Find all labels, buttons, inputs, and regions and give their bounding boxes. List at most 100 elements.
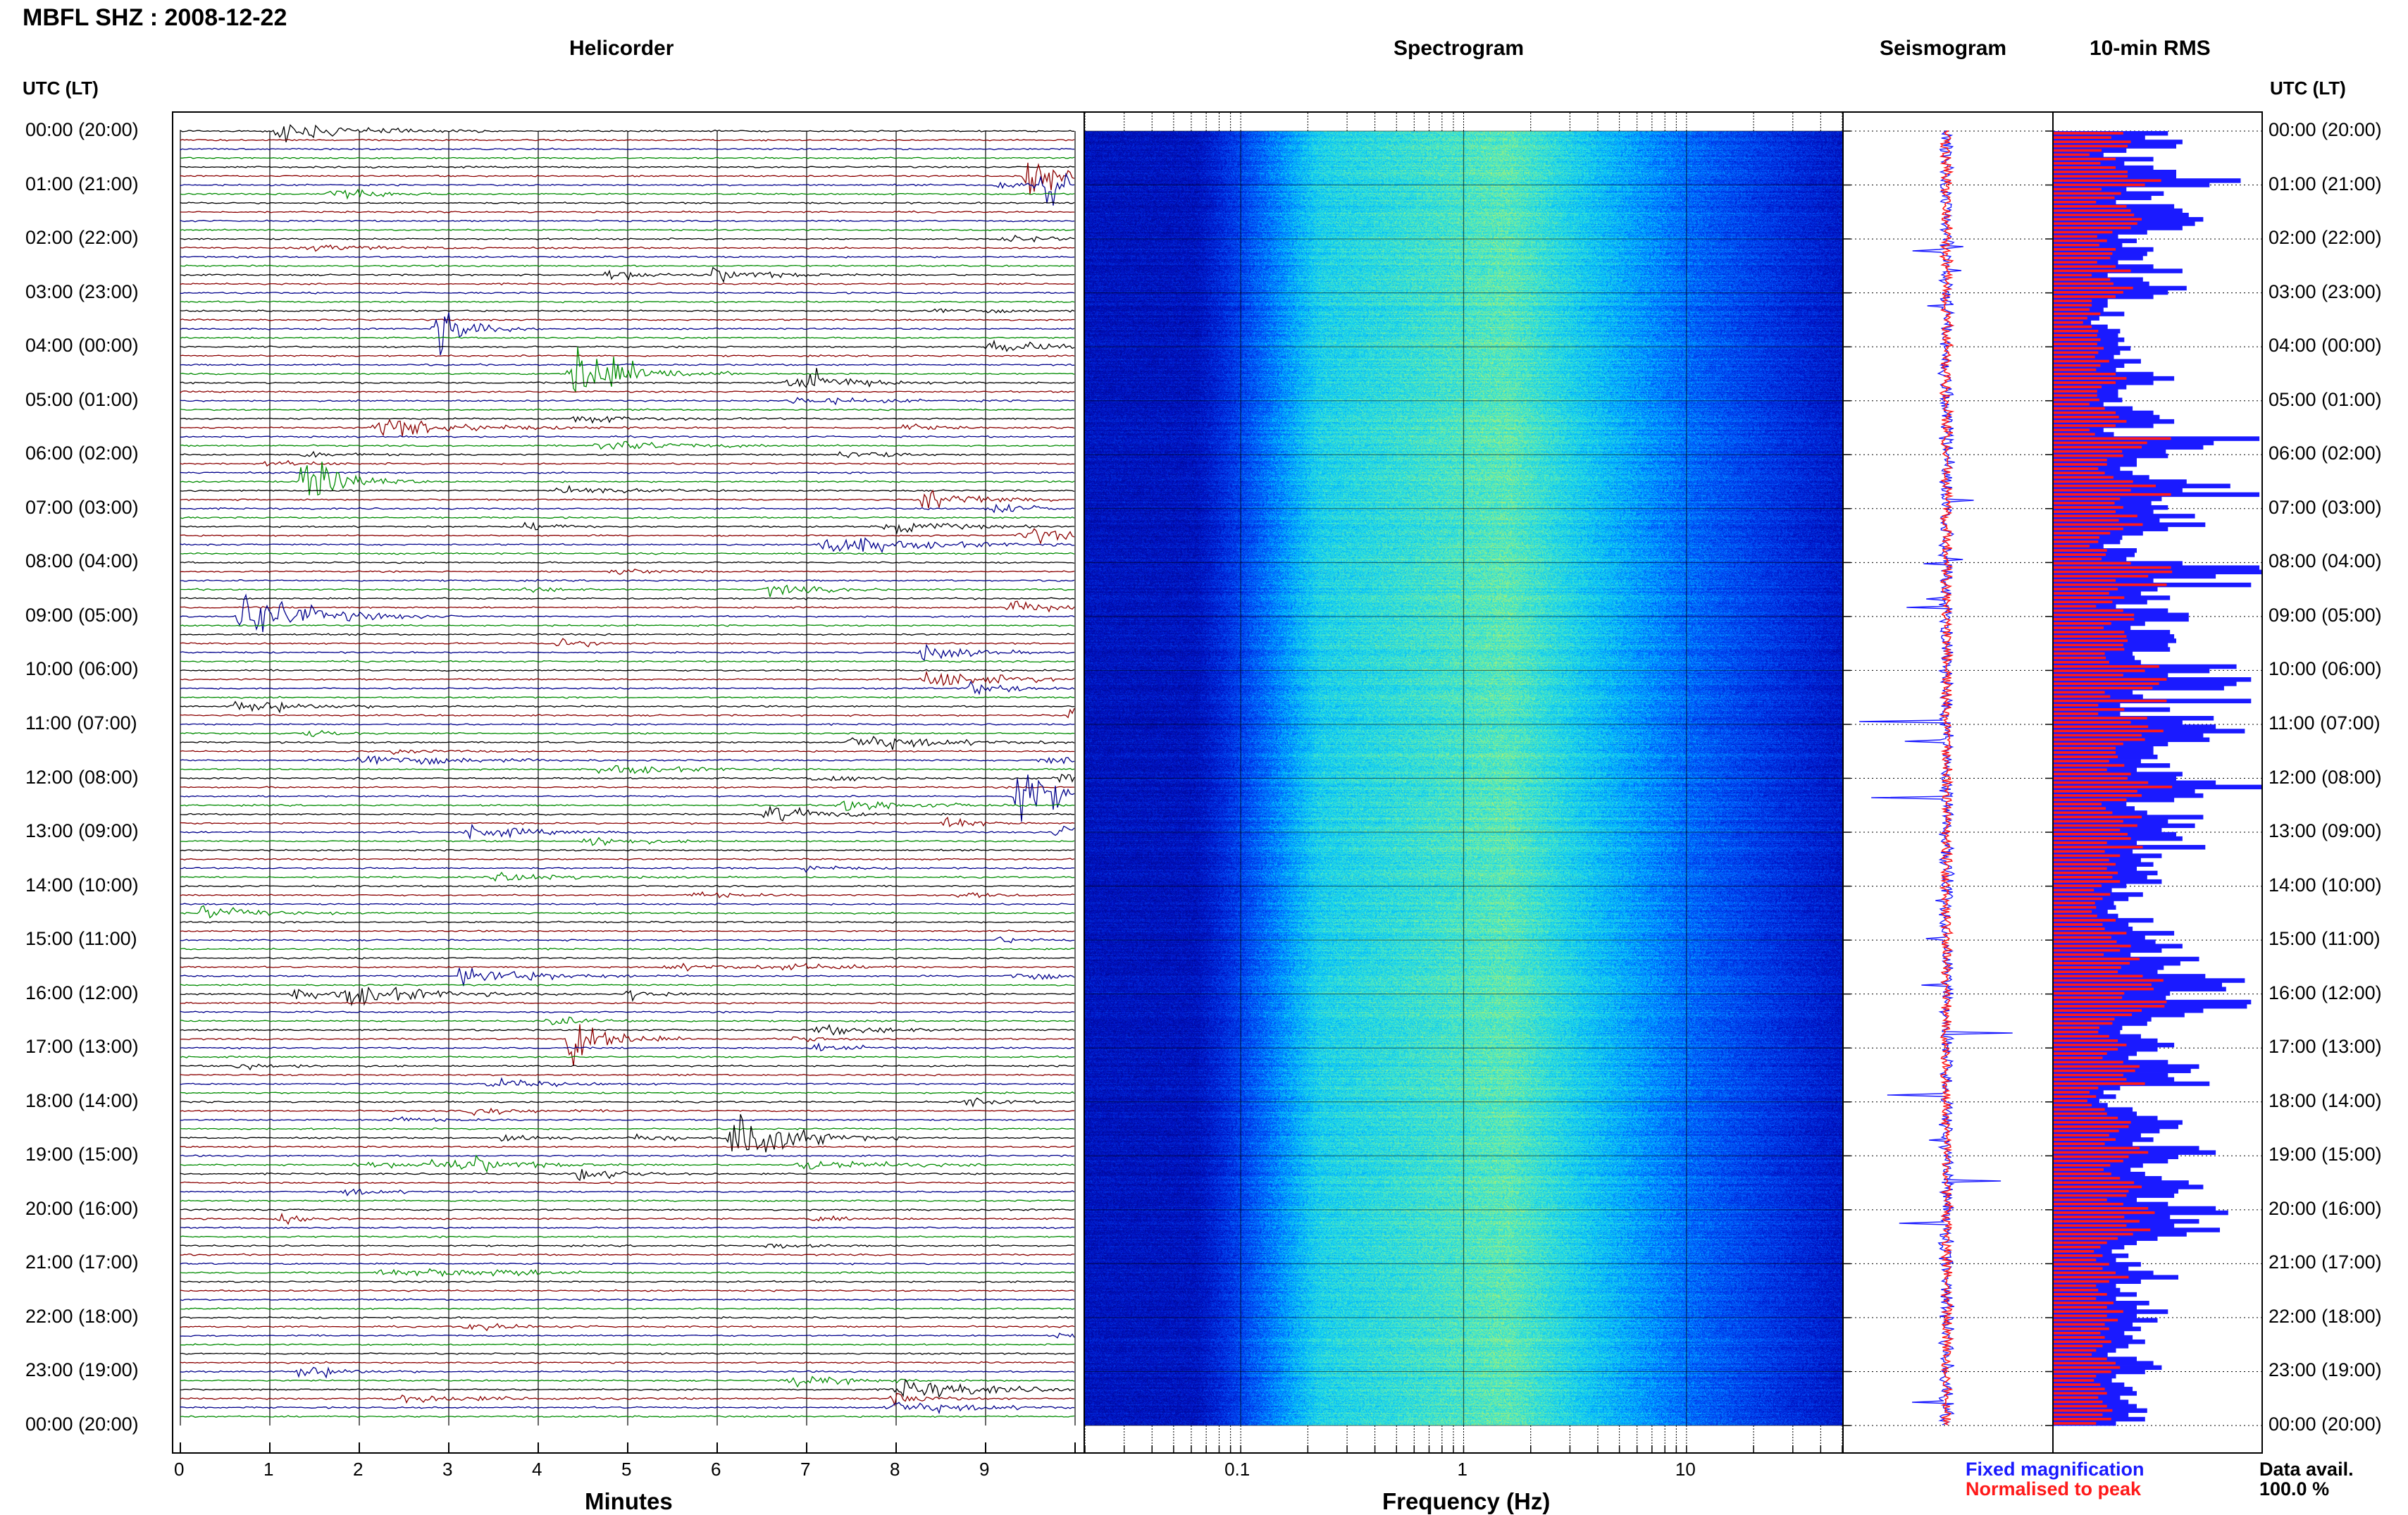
rms-bar-normalised: [2054, 1254, 2103, 1257]
rms-bar-normalised: [2054, 622, 2111, 625]
rms-bar-normalised: [2054, 1202, 2123, 1206]
helicorder-trace: [180, 336, 1075, 340]
rms-bar-normalised: [2054, 721, 2131, 724]
helicorder-trace: [180, 891, 1075, 898]
helicorder-trace: [180, 624, 1075, 627]
rms-bar-normalised: [2054, 1018, 2115, 1021]
rms-bar-normalised: [2054, 342, 2097, 345]
helicorder-trace: [180, 903, 1075, 906]
rms-bar-normalised: [2054, 901, 2095, 905]
rms-bar-normalised: [2054, 557, 2102, 561]
rms-bar-normalised: [2054, 979, 2164, 982]
rms-bar-normalised: [2054, 725, 2149, 729]
minute-tick-label: 7: [800, 1459, 811, 1480]
rms-bar-normalised: [2054, 153, 2090, 156]
rms-bar-normalised: [2054, 1353, 2092, 1356]
rms-bar-normalised: [2054, 321, 2083, 324]
helicorder-trace: [180, 201, 1075, 205]
helicorder-trace: [180, 138, 1075, 142]
rms-bar-normalised: [2054, 157, 2116, 161]
helicorder-trace: [180, 707, 1075, 719]
rms-bar-normalised: [2054, 862, 2116, 866]
helicorder-trace: [180, 147, 1075, 151]
rms-bar-normalised: [2054, 200, 2097, 204]
rms-panel: [2052, 111, 2263, 1454]
rms-bar-normalised: [2054, 777, 2128, 780]
rms-bar-normalised: [2054, 437, 2171, 440]
rms-bar-normalised: [2054, 1310, 2123, 1313]
rms-bar-normalised: [2054, 1220, 2140, 1223]
helicorder-trace: [180, 1001, 1075, 1005]
rms-bar-normalised: [2054, 1379, 2094, 1382]
rms-bar-normalised: [2054, 846, 2143, 848]
rms-bar-normalised: [2054, 794, 2142, 797]
minute-tick-label: 1: [263, 1459, 274, 1480]
hour-label-left: 20:00 (16:00): [25, 1197, 139, 1219]
rms-bar-normalised: [2054, 248, 2116, 251]
rms-bar-normalised: [2054, 149, 2102, 152]
rms-bar-normalised: [2054, 424, 2116, 427]
frequency-tick-label: 10: [1675, 1459, 1696, 1480]
rms-bar-normalised: [2054, 1099, 2087, 1103]
helicorder-trace: [180, 669, 1075, 672]
helicorder-trace: [180, 749, 1075, 755]
rms-bar-normalised: [2054, 566, 2171, 569]
helicorder-trace: [180, 416, 1075, 424]
rms-bar-normalised: [2054, 1030, 2099, 1034]
helicorder-trace: [180, 124, 1074, 142]
rms-bar-normalised: [2054, 691, 2105, 694]
helicorder-plot: [180, 124, 1076, 1452]
rms-bar-normalised: [2054, 373, 2116, 376]
rms-bar-normalised: [2054, 1112, 2107, 1115]
rms-bar-normalised: [2054, 536, 2099, 539]
rms-bar-normalised: [2054, 915, 2097, 917]
rms-bar-normalised: [2054, 1173, 2111, 1175]
station-title: MBFL SHZ : 2008-12-22: [23, 4, 287, 31]
rms-bar-normalised: [2054, 1189, 2129, 1193]
helicorder-trace: [180, 1235, 1075, 1239]
helicorder-trace: [180, 188, 1075, 200]
rms-bar-normalised: [2054, 1087, 2099, 1089]
rms-bar-normalised: [2054, 304, 2092, 307]
rms-bar-normalised: [2054, 648, 2125, 651]
rms-bar-normalised: [2054, 790, 2137, 793]
helicorder-trace: [180, 291, 1075, 295]
rms-bar-normalised: [2054, 1039, 2118, 1042]
rms-bar-normalised: [2054, 235, 2097, 238]
helicorder-trace: [180, 1415, 1075, 1418]
rms-bar-normalised: [2054, 192, 2121, 195]
hour-label-right: 19:00 (15:00): [2269, 1144, 2382, 1165]
rms-bar-normalised: [2054, 833, 2128, 836]
rms-bar-normalised: [2054, 717, 2147, 719]
hour-label-left: 00:00 (20:00): [25, 119, 139, 140]
rms-bar-normalised: [2054, 527, 2123, 531]
helicorder-trace: [180, 440, 1075, 450]
rms-bar-normalised: [2054, 639, 2128, 643]
helicorder-trace: [180, 936, 1075, 944]
helicorder-trace: [180, 920, 1075, 924]
rms-bar-normalised: [2054, 273, 2092, 277]
hour-label-right: 00:00 (20:00): [2269, 119, 2382, 140]
rms-bar-normalised: [2054, 1418, 2111, 1421]
rms-bar-normalised: [2054, 1091, 2090, 1094]
helicorder-trace: [180, 450, 1075, 459]
rms-bar-normalised: [2054, 411, 2116, 414]
minute-tick-label: 3: [442, 1459, 453, 1480]
rms-bar-normalised: [2054, 760, 2109, 762]
rms-bar-normalised: [2054, 600, 2113, 604]
rms-bar-normalised: [2054, 923, 2103, 926]
rms-bar-normalised: [2054, 948, 2121, 952]
rms-bar-normalised: [2054, 927, 2105, 930]
rms-bar-normalised: [2054, 1245, 2101, 1249]
hour-label-left: 18:00 (14:00): [25, 1089, 139, 1111]
rms-bar-normalised: [2054, 1163, 2111, 1167]
helicorder-trace: [180, 1114, 1075, 1153]
rms-bar-normalised: [2054, 785, 2173, 789]
rms-bar-normalised: [2054, 884, 2102, 887]
rms-bar-normalised: [2054, 1387, 2105, 1390]
helicorder-trace: [180, 729, 1075, 738]
rms-bar-normalised: [2054, 820, 2123, 823]
rms-bar-normalised: [2054, 854, 2121, 858]
rms-bar-normalised: [2054, 312, 2101, 316]
helicorder-trace: [180, 805, 1074, 822]
